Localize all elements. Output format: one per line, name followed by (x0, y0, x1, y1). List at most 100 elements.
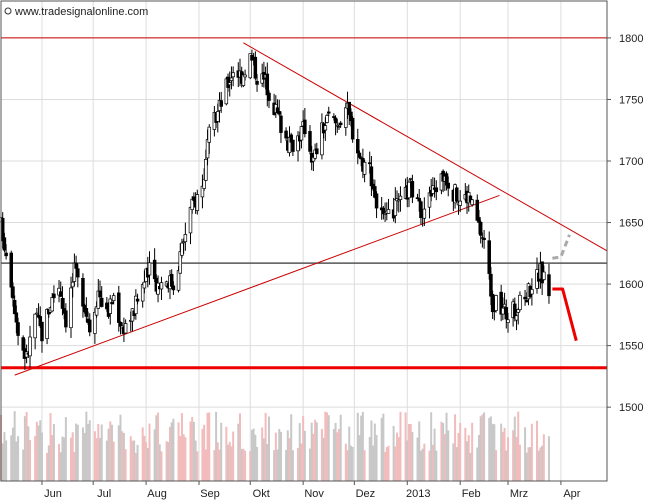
candle-body (4, 252, 8, 257)
volume-bar (500, 423, 503, 481)
volume-bar (298, 423, 301, 481)
candle-body (477, 217, 481, 223)
y-tick-label: 1500 (619, 402, 643, 414)
volume-bar (430, 412, 433, 481)
candle-body (458, 200, 462, 206)
volume-bar (148, 423, 151, 481)
candle-body (99, 297, 104, 307)
volume-bar (105, 440, 108, 481)
candle-body (183, 234, 188, 243)
x-axis: Jun Jul Aug Sep Okt Nov Dez 2013 Feb Mrz Apr (41, 481, 581, 500)
volume-bar (495, 450, 498, 481)
volume-bar (208, 412, 211, 481)
candle-body (110, 302, 114, 305)
volume-bar (100, 424, 103, 481)
volume-bar (457, 432, 460, 481)
volume-bar (5, 440, 8, 481)
volume-bar (351, 446, 354, 481)
candle-body (81, 278, 85, 307)
candle-body (45, 308, 49, 340)
candle-body (188, 206, 193, 234)
volume-bar (464, 427, 467, 481)
volume-bar (455, 447, 458, 481)
volume-bar (445, 412, 448, 481)
volume-bar (529, 447, 532, 481)
volume-bar (428, 450, 431, 481)
volume-bar (64, 417, 67, 481)
candle-body (88, 319, 92, 333)
candle-body (265, 73, 270, 96)
candle-body (147, 262, 152, 276)
volume-bar (363, 450, 366, 481)
candle-body (487, 240, 491, 274)
candle-body (325, 115, 329, 123)
volume-bar (191, 417, 194, 481)
volume-bar (315, 422, 318, 481)
volume-bar (286, 430, 289, 481)
volume-bar (22, 449, 25, 481)
volume-bar (467, 435, 470, 481)
volume-bar (240, 448, 243, 481)
volume-bar (493, 424, 496, 481)
plot-background (1, 1, 607, 481)
volume-bar (547, 436, 550, 481)
volume-bar (327, 415, 330, 481)
volume-bar (3, 432, 6, 481)
candle-body (478, 221, 483, 236)
volume-bar (310, 422, 313, 481)
volume-bar (81, 427, 84, 481)
volume-bar (83, 432, 86, 481)
volume-bar (392, 425, 395, 481)
volume-bar (421, 448, 424, 481)
volume-bar (339, 414, 342, 481)
volume-bar (37, 425, 40, 481)
candle-body (455, 187, 459, 202)
candle-body (369, 166, 374, 187)
volume-bar (160, 451, 163, 481)
volume-bar (290, 414, 293, 481)
volume-bar (213, 450, 216, 481)
volume-bar (196, 451, 199, 481)
candle-body (393, 199, 398, 216)
volume-bar (406, 440, 409, 481)
candle-body (12, 300, 17, 315)
volume-bar (252, 428, 255, 481)
volume-bar (370, 420, 373, 481)
candle-body (52, 293, 56, 299)
volume-bar (34, 435, 37, 481)
volume-bar (95, 438, 98, 481)
volume-bar (10, 435, 13, 481)
candle-body (219, 100, 223, 107)
candle-body (337, 126, 341, 128)
candle-body (190, 198, 194, 210)
volume-bar (99, 438, 102, 481)
candle-body (84, 308, 89, 317)
volume-bar (442, 423, 445, 481)
volume-bar (503, 427, 506, 481)
volume-bar (505, 450, 508, 481)
volume-bar (203, 424, 206, 481)
volume-bar (201, 428, 204, 481)
candle-body (362, 161, 367, 175)
trend-lines (14, 42, 608, 376)
candle-body (207, 126, 212, 143)
volume-bar (232, 431, 235, 481)
y-tick-label: 1800 (619, 33, 643, 45)
x-tick-label: Mrz (510, 488, 528, 500)
volume-bar (358, 435, 361, 481)
volume-bar (274, 432, 277, 481)
candle-body (76, 268, 80, 278)
volume-bar (477, 434, 480, 481)
candle-body (398, 195, 403, 200)
candle-body (60, 297, 65, 309)
volume-bar (61, 436, 64, 481)
candle-body (123, 323, 128, 334)
candle-body (333, 117, 338, 124)
candle-body (176, 270, 181, 291)
candle-body (171, 285, 176, 291)
candle-body (231, 72, 235, 78)
grid-lines (1, 1, 607, 481)
volume-bar (110, 424, 113, 481)
volume-bar (131, 440, 134, 481)
volume-bar (530, 423, 533, 481)
